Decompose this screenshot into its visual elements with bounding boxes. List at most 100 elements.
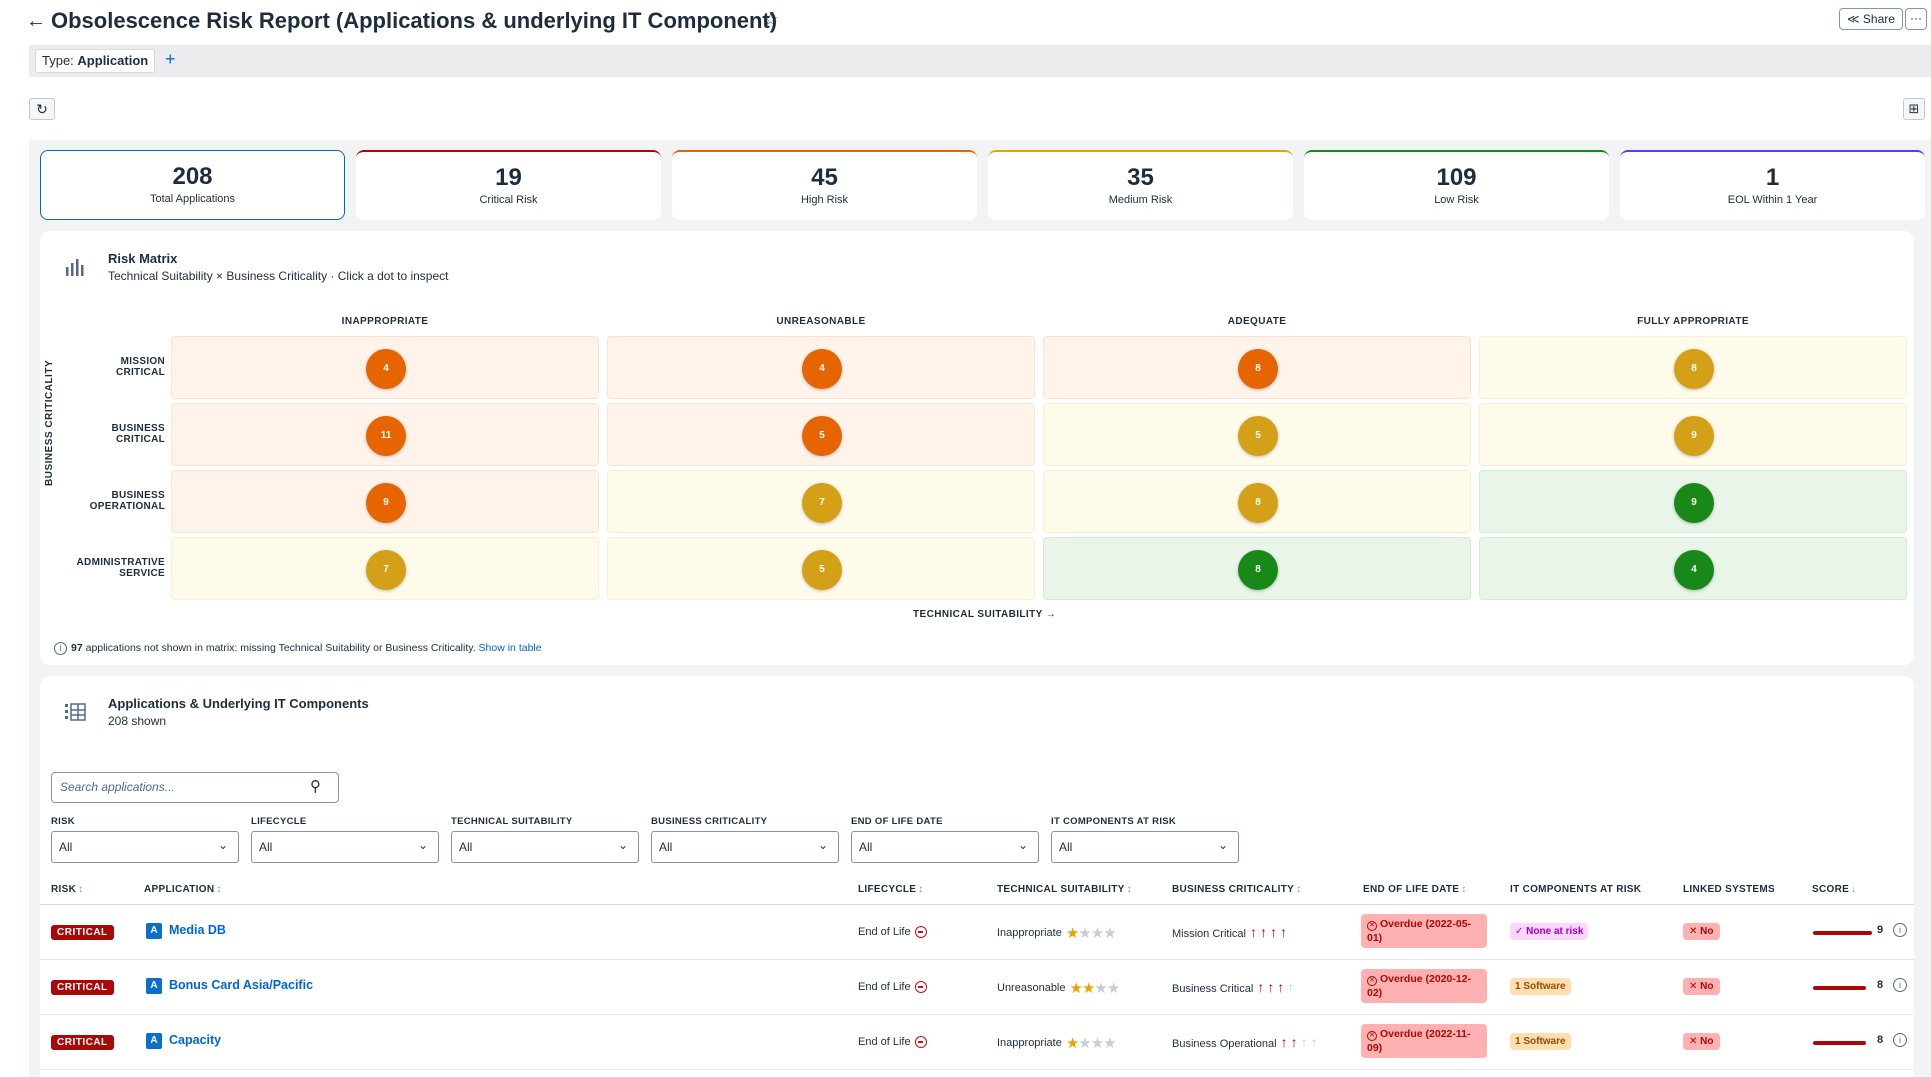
type-filter-chip[interactable]: Type: Application <box>35 49 156 73</box>
risk-badge: CRITICAL <box>51 1035 114 1050</box>
table-row[interactable] <box>40 1070 1914 1077</box>
kpi-card[interactable]: 45 High Risk <box>672 150 977 220</box>
linked-systems-badge: ✕ No <box>1683 923 1720 940</box>
lifecycle-cell: End of Life <box>858 926 927 939</box>
application-link[interactable]: Capacity <box>169 1033 222 1047</box>
it-components-badge: ✓ None at risk <box>1510 923 1589 940</box>
filter-value: All <box>59 840 73 854</box>
it-components-badge: 1 Software <box>1510 1033 1571 1050</box>
star-icon: ★ <box>1103 1035 1116 1052</box>
technical-suitability-cell: Inappropriate ★★★★ <box>997 924 1117 942</box>
filter-select[interactable]: All ⌄ <box>851 831 1039 863</box>
filter-label: END OF LIFE DATE <box>851 816 943 827</box>
column-header[interactable]: BUSINESS CRITICALITY ↕ <box>1172 884 1301 895</box>
matrix-dot[interactable]: 5 <box>802 550 842 590</box>
filter-select[interactable]: All ⌄ <box>251 831 439 863</box>
application-link[interactable]: Bonus Card Asia/Pacific <box>169 978 314 992</box>
column-header[interactable]: TECHNICAL SUITABILITY ↕ <box>997 884 1132 895</box>
column-header[interactable]: END OF LIFE DATE ↕ <box>1363 884 1467 895</box>
info-icon[interactable]: i <box>1893 1033 1907 1047</box>
score-bar <box>1813 986 1866 990</box>
arrow-up-icon: ↑ <box>1287 979 1298 995</box>
filter-select[interactable]: All ⌄ <box>651 831 839 863</box>
show-in-table-link[interactable]: Show in table <box>478 642 542 654</box>
end-of-life-date: Overdue (2022-05-01) <box>1367 918 1472 944</box>
matrix-dot[interactable]: 4 <box>366 349 406 389</box>
matrix-note: i 97 applications not shown in matrix: mi… <box>54 642 542 655</box>
filter-value: All <box>1059 840 1073 854</box>
column-header[interactable]: LIFECYCLE ↕ <box>858 884 924 895</box>
column-header-label: IT COMPONENTS AT RISK <box>1510 884 1642 895</box>
refresh-icon[interactable]: ↻ <box>29 98 55 120</box>
matrix-dot[interactable]: 9 <box>1674 483 1714 523</box>
linked-systems-label: No <box>1700 981 1714 992</box>
matrix-dot[interactable]: 8 <box>1238 483 1278 523</box>
column-header[interactable]: APPLICATION ↕ <box>144 884 222 895</box>
column-header-label: SCORE <box>1812 884 1850 895</box>
kpi-card[interactable]: 208 Total Applications <box>40 150 345 220</box>
kpi-card[interactable]: 109 Low Risk <box>1304 150 1609 220</box>
page-header: ← Obsolescence Risk Report (Applications… <box>0 0 1931 44</box>
table-row[interactable]: CRITICAL A Media DB End of Life Inappropriat… <box>40 905 1914 960</box>
back-arrow-icon[interactable]: ← <box>26 10 46 32</box>
arrow-up-icon: ↑ <box>1267 979 1278 995</box>
matrix-dot[interactable]: 5 <box>802 416 842 456</box>
filter-select[interactable]: All ⌄ <box>451 831 639 863</box>
add-filter-icon[interactable]: + <box>165 49 176 69</box>
rating-stars-icon: ★★★★ <box>1066 1035 1117 1052</box>
check-circle-icon: ✓ <box>1515 926 1527 937</box>
overdue-icon: ✕ <box>1367 976 1377 986</box>
filter-label: LIFECYCLE <box>251 816 307 827</box>
criticality-arrows-icon: ↑↑↑↑ <box>1250 924 1290 940</box>
kpi-card[interactable]: 35 Medium Risk <box>988 150 1293 220</box>
kpi-card[interactable]: 19 Critical Risk <box>356 150 661 220</box>
column-header[interactable]: IT COMPONENTS AT RISK <box>1510 884 1641 895</box>
application-link[interactable]: Media DB <box>169 923 226 937</box>
row-header-line: OPERATIONAL <box>89 501 165 512</box>
it-components-badge: 1 Software <box>1510 978 1571 995</box>
more-options-button[interactable]: ··· <box>1905 8 1927 30</box>
matrix-dot[interactable]: 4 <box>802 349 842 389</box>
star-icon: ★ <box>1090 925 1104 942</box>
column-header[interactable]: RISK ↕ <box>51 884 83 895</box>
matrix-dot[interactable]: 8 <box>1674 349 1714 389</box>
kpi-card[interactable]: 1 EOL Within 1 Year <box>1620 150 1925 220</box>
sort-icon: ↕ <box>1461 884 1467 895</box>
y-axis-label: BUSINESS CRITICALITY <box>44 359 55 486</box>
close-icon: ✕ <box>1689 981 1701 992</box>
search-input[interactable]: Search applications... <box>51 772 339 803</box>
rating-stars-icon: ★★★★ <box>1066 925 1117 942</box>
share-button[interactable]: ≪ Share <box>1839 8 1903 30</box>
filter-select[interactable]: All ⌄ <box>51 831 239 863</box>
info-icon[interactable]: i <box>1893 978 1907 992</box>
suitability-label: Inappropriate <box>997 1036 1062 1049</box>
matrix-dot[interactable]: 8 <box>1238 550 1278 590</box>
matrix-dot[interactable]: 8 <box>1238 349 1278 389</box>
applications-table-panel: Applications & Underlying IT Components … <box>40 676 1914 1077</box>
info-icon[interactable]: i <box>1893 923 1907 937</box>
table-row[interactable]: CRITICAL A Capacity End of Life Inappropriat… <box>40 1015 1914 1070</box>
layout-icon[interactable]: ⊞ <box>1903 98 1925 120</box>
filter-value: All <box>659 840 673 854</box>
favorite-star-icon[interactable]: ☆ <box>763 10 779 29</box>
end-of-life-badge: ✕ Overdue (2022-05-01) <box>1361 914 1487 948</box>
matrix-dot[interactable]: 7 <box>366 550 406 590</box>
matrix-dot[interactable]: 9 <box>366 483 406 523</box>
matrix-dot[interactable]: 7 <box>802 483 842 523</box>
suitability-label: Unreasonable <box>997 981 1066 994</box>
column-header[interactable]: SCORE ↓ <box>1812 884 1856 895</box>
column-header-label: LINKED SYSTEMS <box>1683 884 1775 895</box>
column-header-label: APPLICATION <box>144 884 215 895</box>
search-icon[interactable]: ⚲ <box>310 778 321 795</box>
matrix-row-header: MISSION CRITICAL <box>40 356 165 378</box>
matrix-dot[interactable]: 11 <box>366 416 406 456</box>
column-header[interactable]: LINKED SYSTEMS <box>1683 884 1775 895</box>
matrix-dot[interactable]: 9 <box>1674 416 1714 456</box>
matrix-dot[interactable]: 4 <box>1674 550 1714 590</box>
table-row[interactable]: CRITICAL A Bonus Card Asia/Pacific End of L… <box>40 960 1914 1015</box>
chevron-down-icon: ⌄ <box>817 838 828 852</box>
matrix-dot[interactable]: 5 <box>1238 416 1278 456</box>
matrix-cell: 4 <box>1479 537 1907 600</box>
score-value: 8 <box>1877 979 1884 991</box>
filter-select[interactable]: All ⌄ <box>1051 831 1239 863</box>
